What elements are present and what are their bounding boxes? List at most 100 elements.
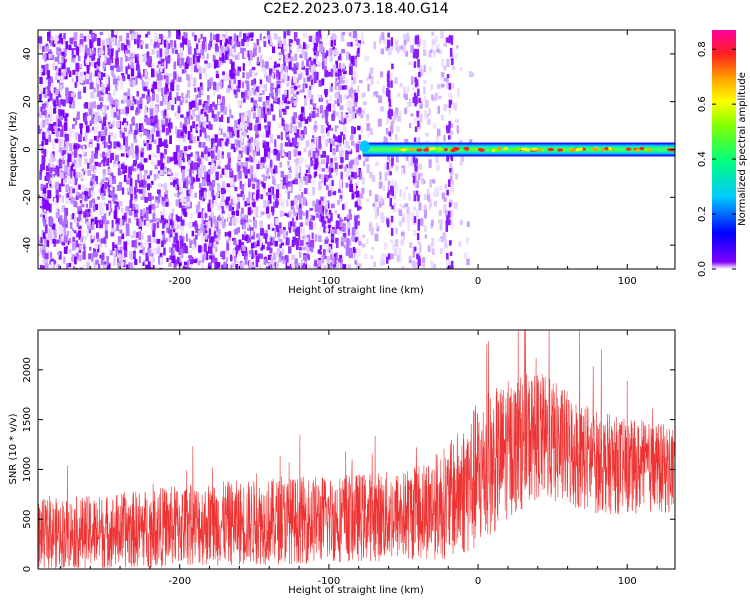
heatmap-cell <box>256 138 260 147</box>
heatmap-cell <box>274 139 277 148</box>
heatmap-cell <box>228 183 231 188</box>
heatmap-cell <box>339 179 342 189</box>
heatmap-cell <box>204 132 207 139</box>
heatmap-cell <box>108 168 111 174</box>
heatmap-cell <box>130 106 134 111</box>
heatmap-cell <box>254 86 258 92</box>
heatmap-cell <box>89 82 94 90</box>
heatmap-cell <box>301 264 305 269</box>
signal-peak <box>569 148 576 152</box>
heatmap-cell <box>159 219 164 224</box>
heatmap-cell <box>324 91 328 98</box>
heatmap-cell <box>126 32 130 40</box>
heatmap-cell <box>239 180 242 189</box>
heatmap-cell <box>352 89 357 97</box>
heatmap-cell <box>315 35 320 43</box>
heatmap-cell <box>168 262 171 267</box>
heatmap-cell <box>87 170 92 176</box>
heatmap-cell <box>164 148 167 155</box>
heatmap-cell <box>420 114 423 123</box>
heatmap-cell <box>111 175 115 180</box>
heatmap-cell <box>207 235 211 239</box>
heatmap-cell <box>412 250 415 258</box>
heatmap-cell <box>169 224 173 228</box>
heatmap-cell <box>54 91 57 96</box>
heatmap-cell <box>84 158 88 165</box>
heatmap-cell <box>134 215 138 221</box>
heatmap-cell <box>311 111 316 119</box>
heatmap-cell <box>293 215 297 222</box>
heatmap-cell <box>213 139 216 146</box>
heatmap-cell <box>287 101 291 105</box>
heatmap-cell <box>247 91 251 97</box>
heatmap-cell <box>259 82 263 89</box>
heatmap-cell <box>113 177 117 184</box>
heatmap-cell <box>191 100 196 108</box>
heatmap-cell <box>295 173 299 179</box>
heatmap-cell <box>291 254 295 261</box>
heatmap-cell <box>350 55 355 64</box>
heatmap-cell <box>261 174 265 178</box>
heatmap-cell <box>276 248 281 255</box>
heatmap-cell <box>51 37 55 42</box>
heatmap-cell <box>60 109 65 119</box>
heatmap-cell <box>108 123 112 127</box>
colorbar-tick-label: 0.0 <box>697 261 708 277</box>
heatmap-cell <box>275 92 278 97</box>
heatmap-cell <box>314 234 318 242</box>
heatmap-cell <box>182 157 185 163</box>
heatmap-cell <box>38 125 41 134</box>
heatmap-cell <box>246 40 249 47</box>
heatmap-cell <box>303 188 308 194</box>
heatmap-cell <box>197 50 200 59</box>
heatmap-cell <box>151 203 155 210</box>
heatmap-cell <box>412 181 417 186</box>
heatmap-cell <box>428 51 432 58</box>
heatmap-cell <box>342 223 347 232</box>
heatmap-cell <box>140 209 143 217</box>
heatmap-cell <box>92 205 96 212</box>
heatmap-cell <box>388 47 392 56</box>
heatmap-cell <box>156 189 161 194</box>
heatmap-cell <box>354 37 358 42</box>
heatmap-cell <box>440 115 444 121</box>
heatmap-cell <box>334 125 337 133</box>
heatmap-cell <box>343 93 347 100</box>
heatmap-cell <box>373 201 377 211</box>
heatmap-cell <box>417 173 421 181</box>
heatmap-cell <box>78 213 82 221</box>
heatmap-cell <box>172 97 175 104</box>
heatmap-cell <box>162 120 165 125</box>
heatmap-cell <box>59 158 62 168</box>
heatmap-cell <box>301 112 306 117</box>
heatmap-cell <box>422 40 427 49</box>
heatmap-cell <box>117 167 121 176</box>
heatmap-cell <box>74 176 78 185</box>
heatmap-cell <box>352 246 356 253</box>
heatmap-cell <box>143 219 146 226</box>
heatmap-cell <box>83 103 87 108</box>
colorbar: 0.00.20.40.60.8 Normalized spectral ampl… <box>697 30 748 277</box>
heatmap-cell <box>213 257 218 264</box>
heatmap-cell <box>175 199 179 207</box>
heatmap-cell <box>298 165 302 175</box>
heatmap-cell <box>97 72 101 79</box>
heatmap-cell <box>316 60 321 65</box>
heatmap-cell <box>138 42 141 48</box>
heatmap-cell <box>95 175 98 185</box>
heatmap-cell <box>234 54 239 60</box>
heatmap-cell <box>448 161 451 166</box>
heatmap-cell <box>354 158 359 165</box>
heatmap-cell <box>349 247 353 256</box>
heatmap-cell <box>74 267 78 269</box>
heatmap-cell <box>141 56 145 62</box>
heatmap-cell <box>314 120 318 126</box>
heatmap-cell <box>149 97 154 101</box>
heatmap-cell <box>408 61 412 66</box>
heatmap-cell <box>117 262 122 269</box>
heatmap-cell <box>126 132 130 142</box>
heatmap-cell <box>45 101 49 106</box>
heatmap-cell <box>237 99 241 107</box>
heatmap-cell <box>82 194 85 201</box>
heatmap-cell <box>366 56 370 61</box>
